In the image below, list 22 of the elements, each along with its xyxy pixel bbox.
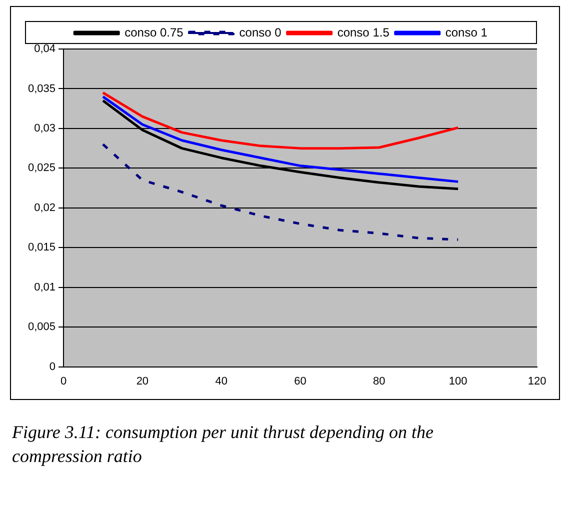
x-tick-label: 40 (215, 375, 228, 388)
y-tick-label: 0,04 (34, 43, 56, 56)
legend-label: conso 1.5 (337, 25, 390, 40)
x-tick-label: 120 (528, 375, 546, 388)
y-tick-label: 0,01 (34, 281, 56, 294)
y-tick-label: 0,02 (34, 202, 56, 214)
x-tick-label: 0 (60, 375, 67, 388)
caption: Figure 3.11: consumption per unit thrust depending on the compression ratio (12, 421, 434, 468)
y-tick-label: 0,025 (28, 162, 56, 174)
legend-label: conso 0 (239, 25, 282, 40)
x-tick-label: 80 (373, 375, 386, 388)
y-tick-label: 0,03 (34, 122, 56, 134)
x-tick-label: 60 (294, 375, 306, 388)
y-tick-label: 0 (49, 360, 56, 373)
y-tick-label: 0,005 (28, 321, 56, 334)
y-tick-label: 0,015 (28, 242, 56, 254)
y-tick-label: 0,035 (28, 82, 56, 95)
x-tick-label: 20 (136, 375, 149, 388)
line-series (102, 143, 460, 241)
legend-label: conso 1 (445, 25, 488, 40)
x-tick-label: 100 (448, 375, 468, 388)
legend-label: conso 0.75 (124, 25, 184, 40)
